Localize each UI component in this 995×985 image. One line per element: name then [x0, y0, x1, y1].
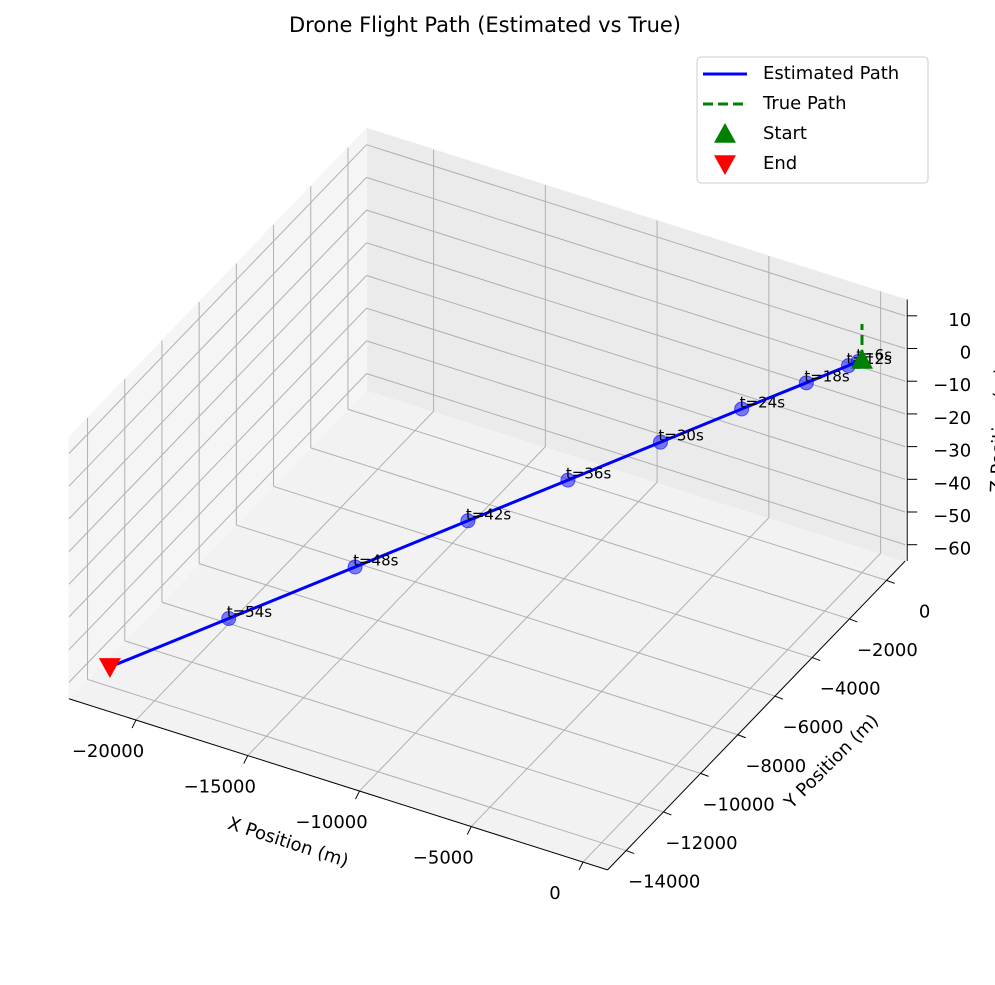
y-axis — [607, 560, 906, 871]
grid-line — [347, 408, 887, 581]
legend: Estimated Path True Path Start End — [696, 56, 929, 184]
time-marker — [221, 611, 237, 627]
z-tick-label: 10 — [948, 310, 971, 331]
z-tick-label: 0 — [960, 343, 971, 364]
time-marker — [734, 401, 750, 417]
x-tick — [466, 826, 472, 835]
y-tick — [700, 772, 709, 777]
time-label: t=54s — [227, 603, 273, 621]
x-tick — [578, 861, 584, 871]
y-tick-label: −4000 — [820, 679, 881, 700]
y-tick-label: −2000 — [857, 640, 918, 661]
x-tick-label: 0 — [549, 883, 560, 904]
x-tick — [243, 755, 249, 764]
grid-line — [198, 563, 738, 736]
grid-line — [310, 447, 850, 620]
grid-line — [366, 242, 906, 415]
x-tick-label: −20000 — [72, 741, 144, 762]
x-tick — [355, 790, 360, 800]
grid-line — [68, 209, 367, 520]
left-pane — [68, 127, 368, 700]
y-tick-label: −6000 — [783, 717, 844, 738]
y-tick — [812, 657, 821, 662]
z-tick-label: −10 — [933, 375, 971, 396]
grid-line — [236, 524, 776, 697]
y-tick — [774, 695, 784, 700]
legend-label: Estimated Path — [763, 63, 899, 84]
grid-line — [247, 446, 546, 756]
chart-title: Drone Flight Path (Estimated vs True) — [289, 13, 681, 37]
legend-label: True Path — [762, 93, 847, 114]
grid-line — [366, 176, 906, 349]
legend-label: Start — [763, 123, 807, 144]
z-axis-label: Z Position (m) — [987, 367, 995, 493]
legend-handle — [714, 155, 736, 175]
x-axis — [68, 698, 608, 871]
time-label: t=30s — [658, 427, 704, 445]
grid-line — [124, 640, 664, 813]
grid-line — [68, 340, 367, 651]
time-label: t=48s — [353, 551, 399, 569]
endpoint-marker — [98, 658, 121, 678]
z-tick-label: −30 — [933, 441, 971, 462]
grid-line — [68, 177, 367, 487]
legend-label: End — [763, 153, 797, 174]
grid-line — [366, 307, 906, 480]
y-tick-label: −12000 — [665, 833, 737, 854]
y-tick-label: 0 — [919, 601, 930, 622]
grid-line — [135, 410, 434, 721]
grid-line — [582, 552, 881, 863]
grid-line — [366, 144, 906, 317]
grid-line — [68, 275, 367, 585]
grid-line — [366, 209, 906, 382]
y-tick-label: −8000 — [745, 756, 806, 777]
grid-line — [366, 275, 906, 448]
legend-box — [696, 56, 929, 184]
time-label: t=18s — [804, 367, 850, 385]
z-tick-label: −40 — [933, 473, 971, 494]
time-marker — [460, 513, 476, 529]
y-tick — [849, 618, 858, 623]
y-tick-label: −10000 — [702, 794, 774, 815]
x-tick-label: −15000 — [184, 777, 256, 798]
grid-line — [68, 307, 367, 618]
grid-line — [87, 678, 627, 852]
grid-line — [366, 373, 906, 546]
grid-line — [470, 517, 770, 827]
x-tick — [131, 719, 137, 729]
endpoint-marker — [851, 349, 873, 369]
time-marker — [798, 375, 814, 391]
time-label: t=36s — [566, 465, 612, 483]
z-tick-label: −50 — [933, 506, 971, 527]
grid-line — [161, 601, 701, 774]
y-tick — [886, 579, 895, 584]
y-tick — [663, 811, 672, 816]
time-marker — [347, 559, 363, 575]
time-label: t=24s — [740, 393, 786, 411]
grid-line — [366, 340, 906, 513]
grid-line — [273, 485, 813, 659]
time-label: t=42s — [466, 505, 512, 523]
y-tick — [737, 734, 746, 739]
z-tick-label: −20 — [933, 408, 971, 429]
y-tick — [626, 850, 635, 855]
grid-line — [68, 373, 367, 683]
grid-line — [68, 242, 367, 552]
y-tick-label: −14000 — [628, 872, 700, 893]
legend-handle — [714, 123, 736, 143]
time-marker — [652, 434, 668, 450]
grid-line — [359, 481, 658, 792]
time-marker — [560, 472, 576, 488]
x-tick-label: −10000 — [295, 812, 367, 833]
z-tick-label: −60 — [933, 539, 971, 560]
x-tick-label: −5000 — [413, 848, 474, 869]
grid-line — [68, 144, 367, 454]
